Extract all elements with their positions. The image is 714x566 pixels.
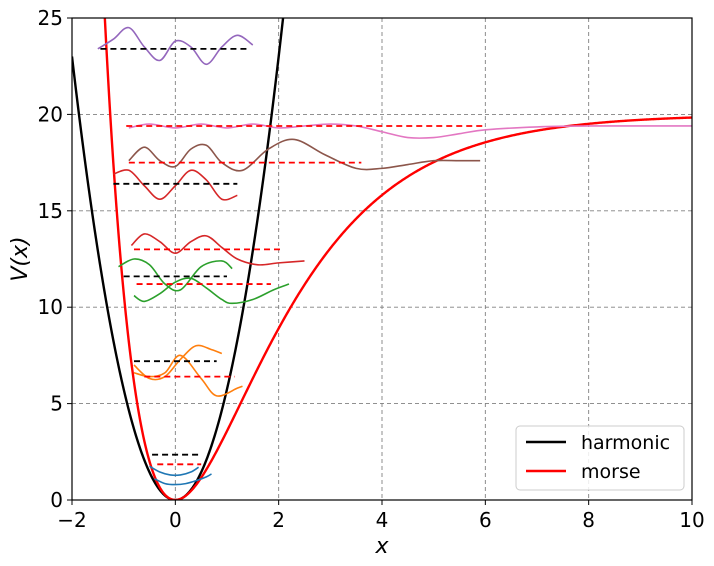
wavefunction-line (128, 123, 692, 139)
y-tick-label: 10 (38, 295, 63, 319)
x-tick-label: 6 (479, 508, 492, 532)
x-tick-label: 0 (169, 508, 182, 532)
x-axis-label: x (374, 534, 389, 559)
y-tick-label: 20 (38, 102, 63, 126)
wavefunction-line (149, 465, 200, 477)
wavefunction-line (133, 277, 290, 305)
legend-morse-label: morse (581, 461, 641, 483)
legend-harmonic-label: harmonic (581, 432, 670, 454)
wavefunction-line (118, 258, 233, 292)
y-tick-label: 15 (38, 199, 63, 223)
y-tick-label: 25 (38, 6, 63, 30)
y-tick-label: 0 (50, 488, 63, 512)
x-tick-label: 8 (582, 508, 595, 532)
legend: harmonic morse (515, 425, 685, 491)
curves (72, 18, 692, 500)
wavefunction-line (133, 354, 243, 397)
x-tick-label: 4 (376, 508, 389, 532)
wavefunction-line (128, 138, 481, 172)
wavefunction-line (113, 169, 238, 201)
wavefunction-line (133, 344, 223, 381)
wavefunction-line (130, 233, 305, 266)
y-tick-label: 5 (50, 392, 63, 416)
y-axis-label: V(x) (8, 236, 33, 281)
wavefunction-line (97, 26, 254, 66)
x-tick-label: 10 (679, 508, 704, 532)
wavefunction-line (154, 473, 212, 486)
x-tick-label: 2 (272, 508, 285, 532)
x-tick-label: −2 (57, 508, 86, 532)
grid (72, 18, 692, 500)
